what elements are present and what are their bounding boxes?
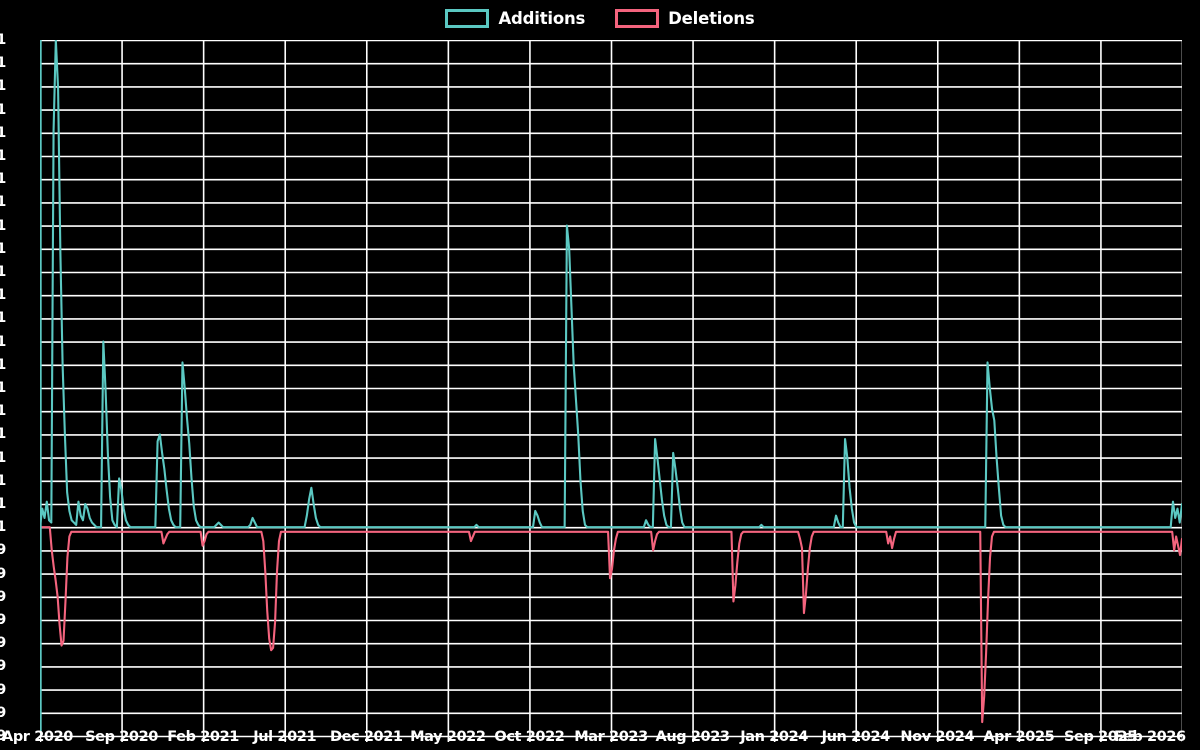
y-axis-tick-label: -29 (0, 588, 6, 605)
plot-svg (40, 40, 1182, 742)
y-axis-tick-label: -9 (0, 542, 6, 559)
y-axis-tick-label: 61 (0, 380, 6, 396)
y-axis-tick-label: 101 (0, 287, 6, 304)
y-axis-tick-label: 211 (0, 32, 6, 48)
y-axis-tick-label: 121 (0, 240, 6, 257)
legend-label-deletions: Deletions (668, 8, 755, 28)
x-axis-tick-label: Jan 2024 (740, 729, 808, 745)
y-axis-tick-label: 81 (0, 333, 6, 350)
x-axis-tick-label: Apr 2020 (2, 729, 73, 745)
x-axis-tick-label: Oct 2022 (494, 729, 565, 745)
y-axis-tick-label: 41 (0, 426, 6, 443)
y-axis-tick-label: 141 (0, 194, 6, 211)
plot-area (40, 40, 1182, 748)
legend-label-additions: Additions (498, 8, 586, 28)
y-axis-tick-label: -19 (0, 565, 6, 582)
y-axis-tick-label: 51 (0, 403, 6, 420)
y-axis-tick-label: -49 (0, 635, 6, 652)
y-axis-tick-label: 181 (0, 101, 6, 118)
y-axis-tick-label: 151 (0, 171, 6, 188)
y-axis-tick-label: 11 (0, 496, 6, 512)
x-axis-tick-label: Jun 2024 (821, 729, 891, 745)
y-axis-tick-label: 201 (0, 55, 6, 72)
y-axis-tick-label: -69 (0, 681, 6, 698)
x-axis-tick-label: May 2022 (410, 729, 486, 745)
y-axis-tick-label: 91 (0, 310, 6, 327)
x-axis-tick-label: Sep 2025 (1063, 729, 1137, 745)
y-axis-tick-label: 1 (0, 519, 6, 536)
x-axis-tick-label: Mar 2023 (574, 729, 648, 745)
chart-legend: Additions Deletions (0, 0, 1200, 36)
y-axis-tick-label: 161 (0, 148, 6, 164)
y-axis-tick-label: 111 (0, 264, 6, 280)
y-axis-tick-label: 21 (0, 472, 6, 489)
series-line-additions (40, 40, 1182, 529)
series-layer (40, 40, 1182, 736)
legend-swatch-deletions-icon (615, 8, 660, 28)
x-axis-tick-label: Sep 2020 (85, 729, 158, 745)
y-axis-tick-label: 191 (0, 78, 6, 95)
y-axis-tick-label: -39 (0, 612, 6, 628)
x-axis-tick-label: Apr 2025 (983, 729, 1055, 745)
x-axis-tick-label: Nov 2024 (900, 729, 975, 745)
y-axis-tick-label: 71 (0, 356, 6, 373)
legend-swatch-additions-icon (445, 8, 490, 28)
x-axis-tick-label: Feb 2026 (1114, 729, 1186, 745)
legend-entry-additions[interactable]: Additions (445, 8, 586, 28)
y-axis-tick-label: 171 (0, 124, 6, 141)
y-axis-tick-label: -89 (0, 728, 6, 744)
legend-entry-deletions[interactable]: Deletions (615, 8, 755, 28)
y-axis-tick-label: -59 (0, 658, 6, 675)
y-axis-tick-label: 131 (0, 217, 6, 234)
x-axis-tick-label: Aug 2023 (655, 729, 730, 745)
x-axis-tick-label: Jul 2021 (253, 729, 317, 745)
y-axis-tick-label: -79 (0, 704, 6, 721)
series-line-deletions (40, 526, 1182, 724)
x-axis-tick-label: Dec 2021 (329, 729, 403, 745)
x-axis-tick-label: Feb 2021 (167, 729, 240, 745)
y-axis-tick-label: 31 (0, 449, 6, 466)
